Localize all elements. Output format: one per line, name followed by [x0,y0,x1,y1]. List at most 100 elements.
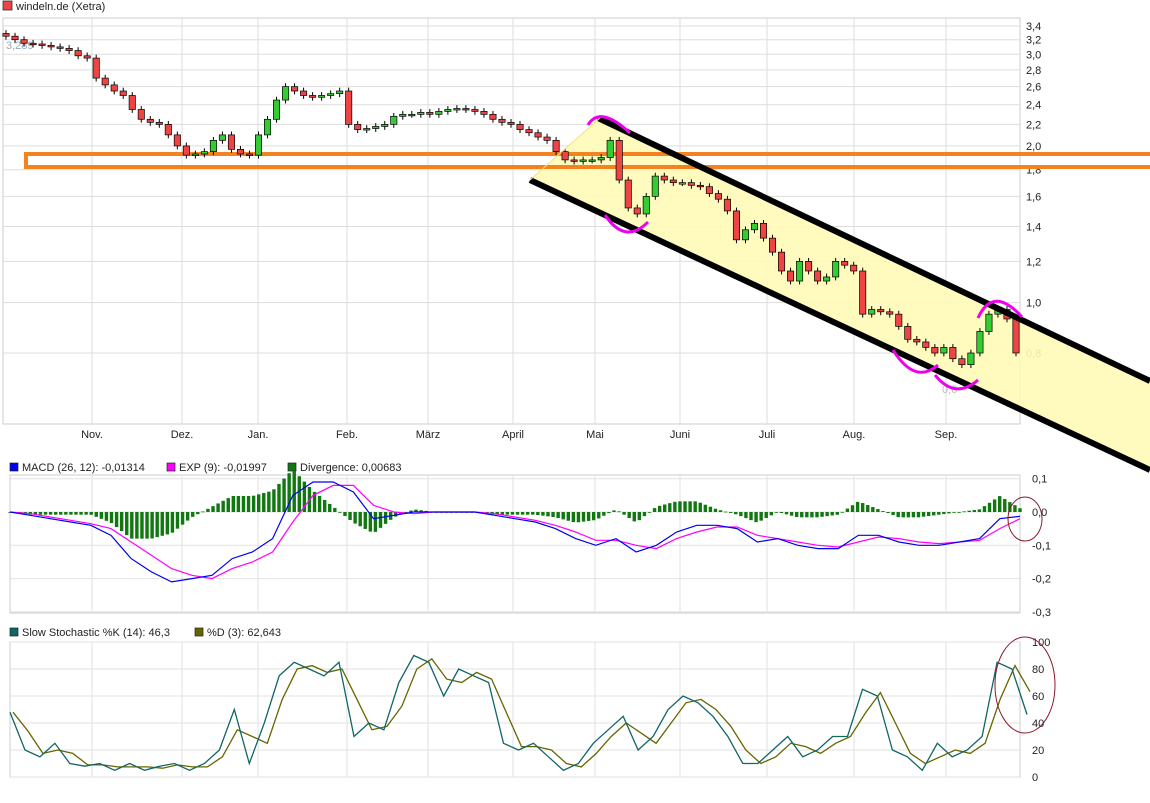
candle [624,179,632,209]
candle [38,43,46,46]
candle [588,159,596,162]
y-tick-label: 1,4 [1026,222,1041,234]
divergence-bar [312,491,317,512]
x-tick-label: Nov. [81,429,103,441]
divergence-bar [794,512,799,518]
candle [922,341,930,348]
y-tick-label: 80 [1032,664,1044,676]
candle [579,159,587,162]
legend-label: Slow Stochastic %K (14): 46,3 [22,627,170,639]
divergence-bar [125,512,129,536]
divergence-bar [987,502,992,512]
y-tick-label: 1,2 [1026,256,1041,268]
divergence-bar [505,512,510,515]
divergence-bar [652,508,657,512]
candle [245,153,253,156]
divergence-bar [693,501,697,512]
y-tick-label: 40 [1032,718,1044,730]
exp-line [9,484,1021,580]
divergence-bar [571,512,576,523]
candle [264,118,272,136]
candle [958,358,966,365]
candle [236,148,244,155]
y-tick-label: 2,2 [1026,119,1041,131]
divergence-bar [64,512,68,515]
divergence-bar [525,512,530,515]
candle [182,145,190,156]
divergence-bar [591,512,596,521]
legend-label: Divergence: 0,00683 [300,462,402,474]
candle [47,45,55,48]
candle [390,115,398,125]
divergence-bar [800,512,804,518]
stoch-d-line [12,658,1031,769]
candle [372,126,380,129]
candle [832,261,840,278]
candle [741,229,749,241]
divergence-bar [109,512,114,524]
divergence-bar [302,481,307,512]
divergence-bar [759,512,763,521]
divergence-bar [647,512,652,513]
divergence-bar [840,511,845,513]
divergence-bar [997,496,1002,512]
divergence-bar [221,500,225,512]
divergence-bar [683,501,687,512]
divergence-bar [135,512,139,539]
divergence-bar [561,512,565,520]
divergence-bar [99,512,104,519]
divergence-bar [196,512,200,515]
reversal-marker [976,299,1024,319]
divergence-bar [546,512,550,517]
divergence-bar [739,512,743,517]
divergence-bar [673,501,677,512]
divergence-bar [409,510,413,512]
divergence-bar [586,512,591,521]
divergence-bar [774,512,779,513]
divergence-bar [845,508,850,512]
y-tick-label: 1,6 [1026,191,1041,203]
divergence-bar [130,512,134,539]
candle [101,77,109,86]
divergence-bar [180,512,185,525]
price-plot-area [2,17,1021,425]
candle [309,95,317,98]
divergence-bar [602,512,606,516]
divergence-bar [866,505,870,512]
divergence-bar [881,511,885,512]
candle [976,331,984,354]
candle [597,157,605,161]
candle [300,90,308,96]
divergence-bar [551,512,555,518]
candle [399,113,407,117]
divergence-bar [53,512,58,515]
divergence-bar [947,512,951,514]
candle [29,42,37,46]
y-tick-label: 60 [1032,691,1044,703]
divergence-bar [69,512,73,515]
x-tick-label: Jan. [248,429,269,441]
divergence-bar [79,512,83,515]
y-tick-label: 20 [1032,745,1044,757]
divergence-bar [165,512,170,535]
candle [462,108,470,111]
divergence-bar [89,512,93,515]
candle [949,347,957,360]
x-tick-label: Mai [586,429,604,441]
divergence-bar [612,510,616,512]
candle [453,108,461,111]
divergence-bar [1013,505,1017,512]
candle [137,109,145,120]
candle [173,134,181,147]
divergence-bar [520,512,525,515]
start-price-label: 3,289 [6,40,34,52]
divergence-bar [688,501,692,512]
reversal-marker [891,349,939,374]
candle [841,261,849,266]
divergence-bar [160,512,164,536]
divergence-bar [1003,499,1007,512]
divergence-bar [891,512,895,516]
divergence-bar [414,509,418,512]
y-tick-label: 0,0 [1032,507,1047,519]
divergence-bar [328,503,332,512]
